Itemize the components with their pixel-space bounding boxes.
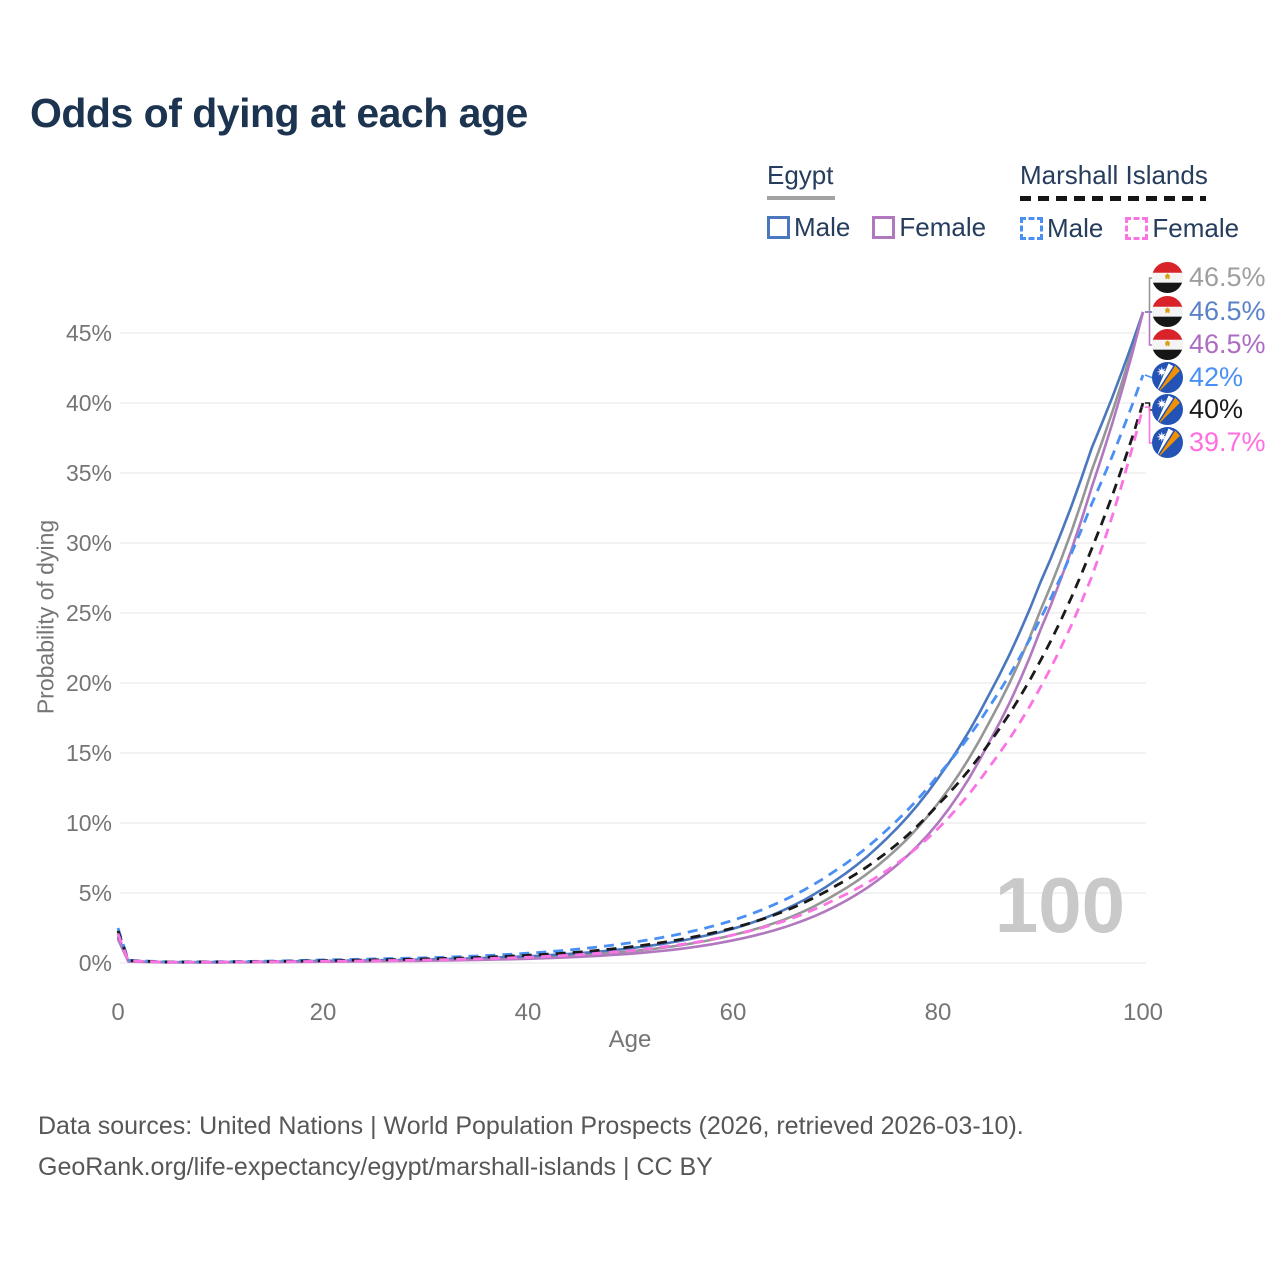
legend-egypt-line-style [767, 196, 835, 200]
x-axis-title: Age [608, 1026, 652, 1053]
legend-egypt-male-label[interactable]: Male [794, 212, 851, 242]
series-line[interactable] [116, 311, 1145, 964]
legend-egypt-female-label[interactable]: Female [899, 212, 987, 242]
series-end-value: 46.5% [1189, 329, 1266, 359]
flag-egypt-icon [1152, 262, 1183, 293]
footer-url-line: GeoRank.org/life-expectancy/egypt/marsha… [38, 1153, 713, 1181]
y-tick-label: 10% [66, 810, 112, 836]
y-tick-label: 30% [66, 530, 112, 556]
series-end-label: 40% [1152, 394, 1243, 425]
x-tick-label: 80 [925, 999, 952, 1026]
series-line[interactable] [116, 311, 1145, 964]
y-tick-label: 45% [66, 320, 112, 346]
footer-source-line: Data sources: United Nations | World Pop… [38, 1112, 1024, 1140]
flag-egypt-icon [1152, 296, 1183, 327]
legend-marshall-male-label[interactable]: Male [1047, 213, 1104, 243]
x-tick-label: 60 [720, 999, 747, 1026]
legend-marshall-title[interactable]: Marshall Islands [1020, 160, 1208, 190]
series-line[interactable] [116, 406, 1145, 964]
flag-marshall-islands-icon [1152, 362, 1183, 393]
series-end-value: 40% [1189, 394, 1244, 424]
legend-marshall-female-swatch[interactable] [1125, 217, 1149, 240]
y-tick-label: 25% [66, 600, 112, 626]
series-end-value: 46.5% [1189, 262, 1266, 292]
y-tick-label: 15% [66, 740, 112, 766]
y-tick-label: 40% [66, 390, 112, 416]
x-tick-label: 100 [1123, 999, 1163, 1026]
series-end-value: 42% [1189, 362, 1244, 392]
legend-egypt-male-swatch[interactable] [767, 216, 790, 239]
y-tick-label: 35% [66, 460, 112, 486]
legend-egypt: Egypt Male Female [767, 160, 986, 243]
series-end-value: 39.7% [1189, 427, 1266, 457]
flag-marshall-islands-icon [1152, 427, 1183, 458]
series-line[interactable] [116, 311, 1145, 964]
x-tick-label: 20 [310, 999, 337, 1026]
x-tick-label: 0 [111, 999, 124, 1026]
legend-marshall-male-swatch[interactable] [1020, 217, 1043, 240]
footer: Data sources: United Nations | World Pop… [38, 1106, 1024, 1188]
y-tick-label: 20% [66, 670, 112, 696]
end-label-connector [1144, 374, 1154, 379]
legend-egypt-female-swatch[interactable] [872, 216, 896, 239]
legend-marshall-line-style [1020, 196, 1206, 201]
flag-marshall-islands-icon [1152, 394, 1183, 425]
y-tick-label: 5% [79, 880, 112, 906]
y-tick-label: 0% [79, 950, 112, 976]
end-label-connector [1145, 311, 1153, 346]
y-axis-title: Probability of dying [32, 519, 59, 715]
series-end-value: 46.5% [1189, 296, 1266, 326]
end-label-connector [1145, 406, 1153, 444]
flag-egypt-icon [1152, 329, 1183, 360]
series-end-label: 42% [1152, 362, 1243, 393]
series-end-label: 46.5% [1152, 262, 1266, 293]
series-end-label: 46.5% [1152, 329, 1266, 360]
legend-marshall-female-label[interactable]: Female [1152, 213, 1240, 243]
series-end-label: 39.7% [1152, 427, 1266, 458]
x-tick-label: 40 [515, 999, 542, 1026]
series-end-label: 46.5% [1152, 296, 1266, 327]
legend-marshall-islands: Marshall Islands Male Female [1020, 160, 1239, 244]
chart-title: Odds of dying at each age [30, 90, 528, 136]
age-watermark: 100 [994, 861, 1125, 949]
legend-egypt-title[interactable]: Egypt [767, 160, 834, 190]
